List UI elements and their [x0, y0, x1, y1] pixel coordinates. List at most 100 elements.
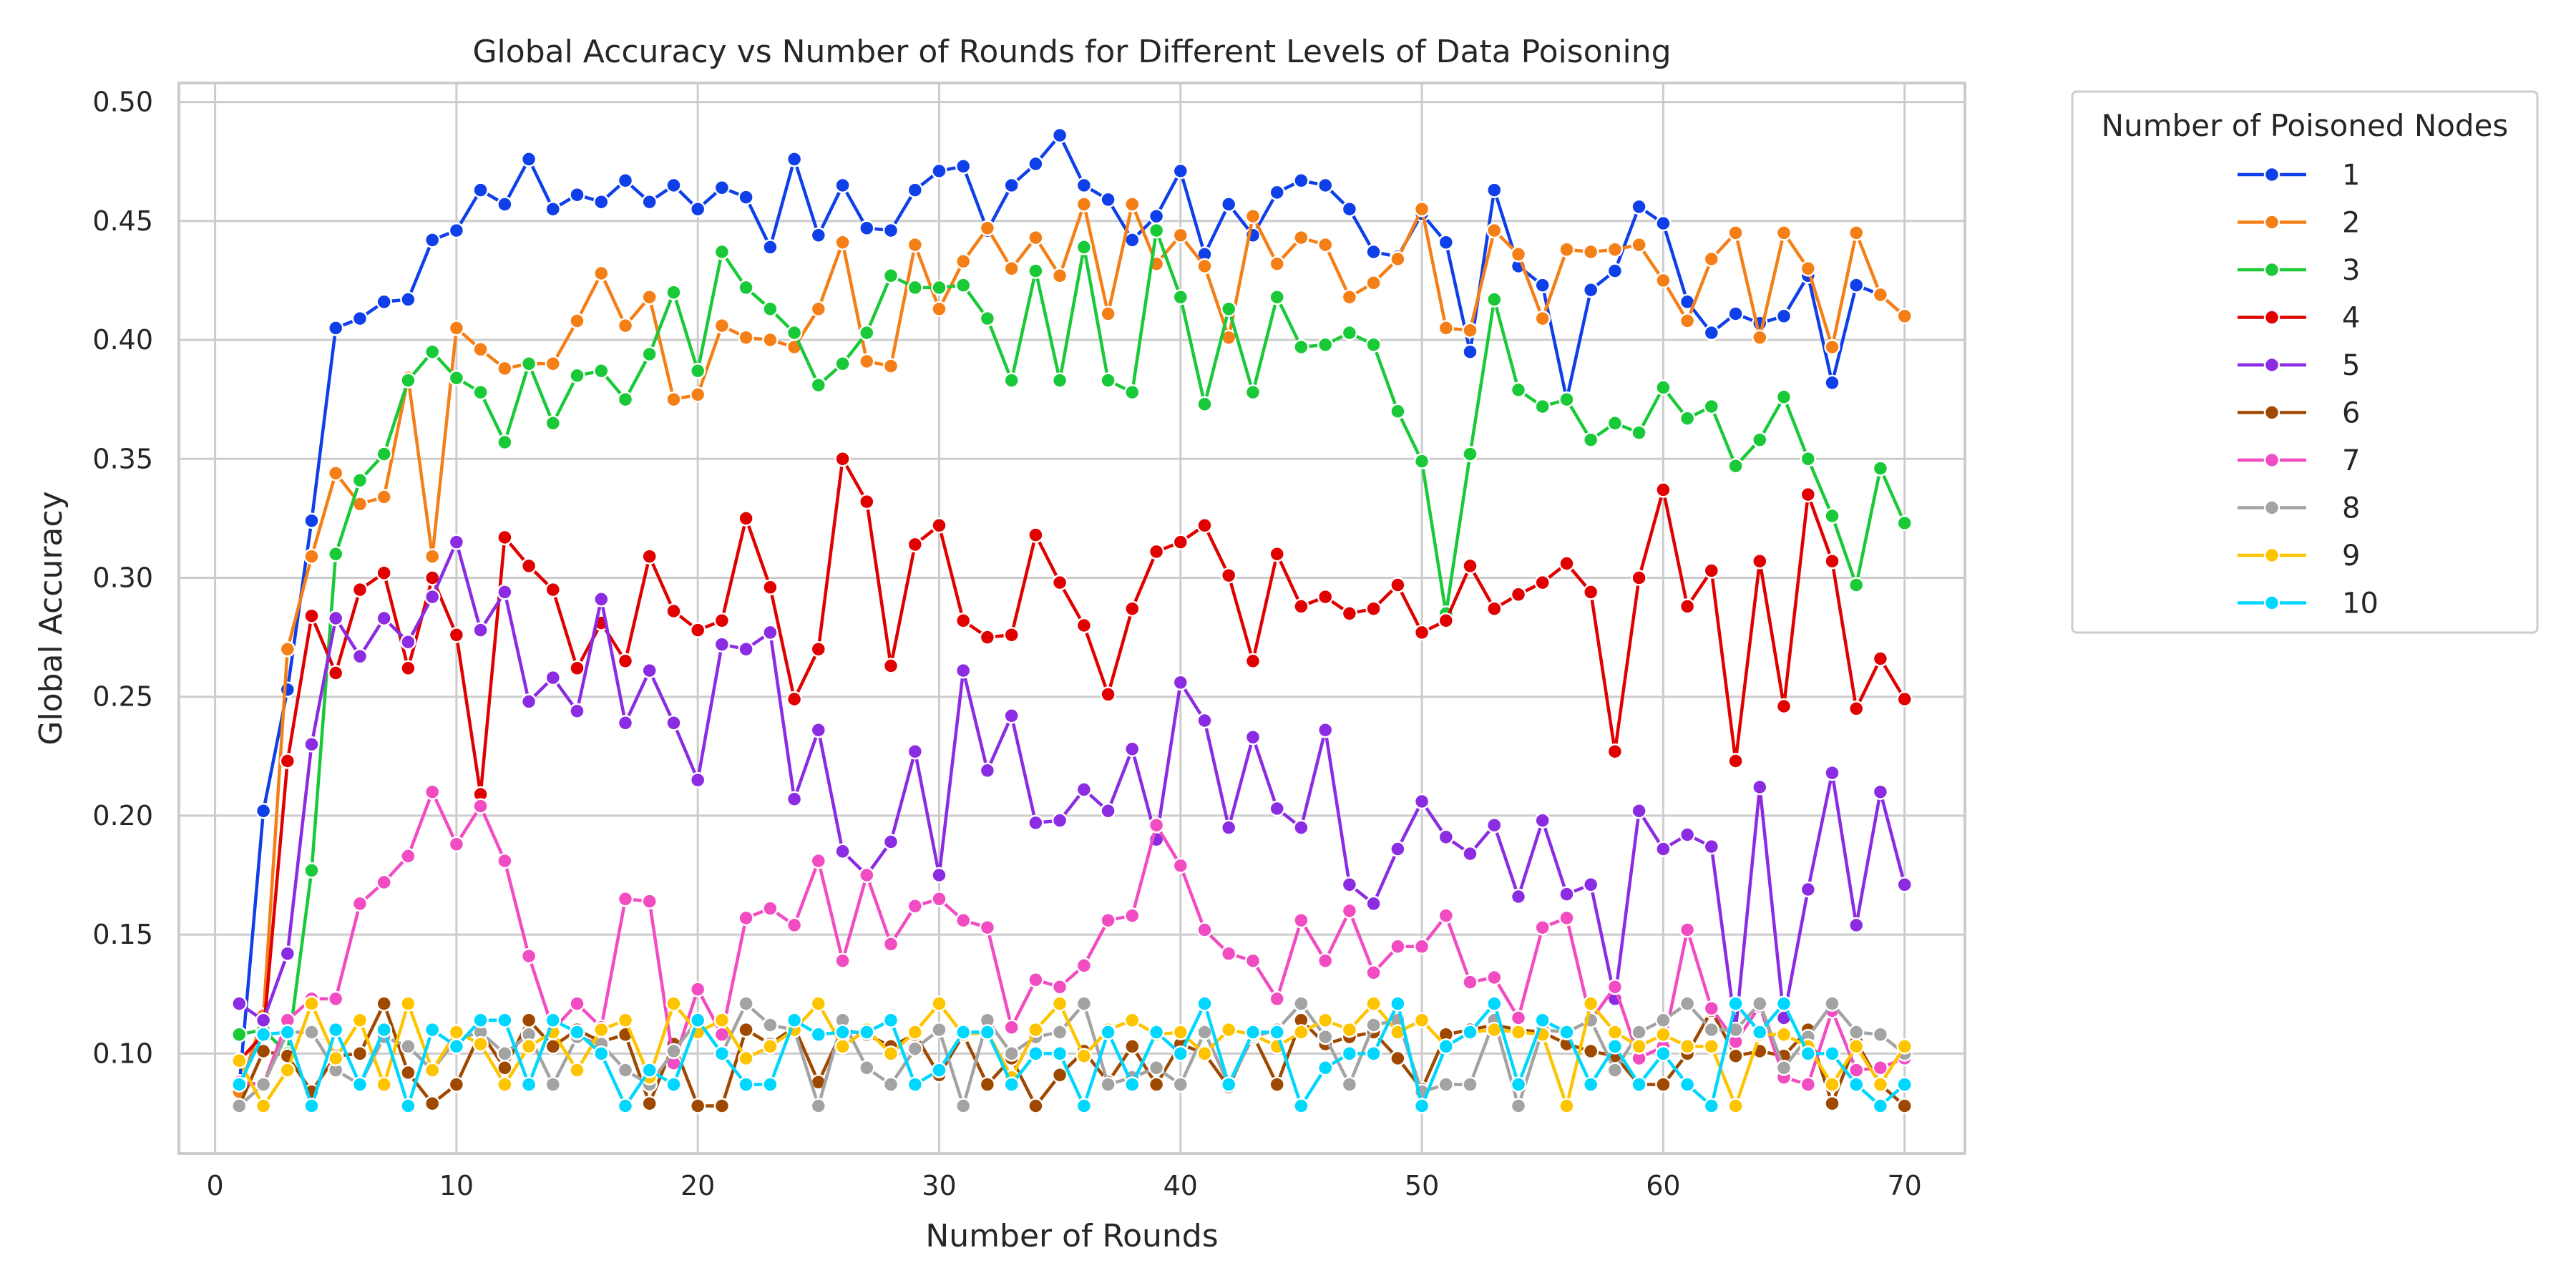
- legend-swatch-marker: [2263, 261, 2280, 278]
- data-point: [1896, 1076, 1913, 1093]
- data-point: [351, 472, 369, 489]
- data-point: [1510, 888, 1527, 905]
- x-tick-label: 30: [922, 1170, 956, 1201]
- data-point: [376, 610, 392, 627]
- data-point: [834, 356, 851, 372]
- data-point: [713, 1098, 731, 1114]
- data-point: [689, 363, 706, 379]
- data-point: [859, 220, 875, 237]
- x-tick-label: 70: [1887, 1170, 1921, 1201]
- data-point: [303, 548, 320, 565]
- data-point: [882, 936, 899, 952]
- data-point: [907, 1076, 924, 1093]
- data-point: [1124, 384, 1141, 401]
- data-point: [472, 341, 489, 358]
- data-point: [1244, 208, 1262, 225]
- data-point: [400, 660, 416, 677]
- data-point: [859, 353, 875, 370]
- data-point: [1196, 258, 1213, 275]
- data-point: [1679, 1038, 1696, 1055]
- data-point: [1269, 545, 1285, 562]
- data-point: [1172, 857, 1189, 874]
- data-point: [617, 653, 634, 670]
- data-point: [1075, 617, 1093, 634]
- data-point: [786, 917, 803, 934]
- data-point: [1244, 952, 1262, 969]
- data-point: [1800, 260, 1817, 277]
- data-point: [1220, 196, 1237, 213]
- data-point: [1075, 957, 1093, 974]
- legend-box: [2071, 90, 2539, 634]
- data-point: [1824, 507, 1840, 525]
- data-point: [1486, 182, 1503, 198]
- data-point: [424, 343, 441, 360]
- data-point: [593, 1021, 610, 1038]
- data-point: [327, 320, 344, 336]
- data-point: [1341, 877, 1358, 893]
- data-point: [1655, 1026, 1672, 1043]
- data-point: [1582, 1043, 1599, 1060]
- data-point: [665, 284, 682, 301]
- data-point: [497, 360, 513, 377]
- series-line: [239, 790, 1906, 1086]
- data-point: [569, 660, 585, 677]
- data-point: [1462, 322, 1478, 338]
- data-point: [810, 1026, 827, 1043]
- x-tick-label: 0: [207, 1170, 224, 1201]
- data-point: [303, 608, 320, 624]
- data-point: [979, 1076, 996, 1093]
- data-point: [1293, 995, 1309, 1012]
- data-point: [1100, 803, 1116, 819]
- legend-swatch-marker: [2263, 547, 2280, 564]
- data-point: [1896, 1038, 1913, 1055]
- data-point: [1390, 577, 1406, 593]
- data-point: [786, 791, 803, 807]
- data-point: [907, 743, 924, 760]
- data-point: [641, 548, 658, 565]
- data-point: [1824, 764, 1840, 781]
- data-point: [955, 662, 972, 679]
- data-point: [713, 180, 731, 196]
- data-point: [1800, 881, 1817, 898]
- data-point: [520, 1012, 537, 1029]
- data-point: [1317, 336, 1334, 353]
- data-point: [1703, 324, 1720, 341]
- data-point: [1534, 398, 1551, 415]
- data-point: [1462, 1024, 1478, 1040]
- data-point: [882, 1076, 899, 1093]
- data-point: [1124, 1038, 1141, 1055]
- data-point: [1365, 336, 1382, 353]
- data-point: [303, 736, 320, 753]
- data-point: [1390, 841, 1406, 857]
- data-point: [520, 1076, 537, 1093]
- data-point: [1775, 225, 1792, 241]
- series-2: [231, 196, 1913, 1100]
- data-point: [738, 909, 754, 927]
- data-point: [1293, 338, 1309, 356]
- data-point: [1631, 803, 1647, 819]
- data-point: [1558, 886, 1575, 902]
- data-point: [1655, 1045, 1672, 1062]
- data-point: [1172, 162, 1189, 180]
- data-point: [1703, 398, 1720, 415]
- data-point: [327, 1050, 344, 1067]
- data-point: [1196, 1024, 1213, 1040]
- y-tick-label: 0.45: [92, 205, 153, 237]
- data-point: [931, 1021, 947, 1038]
- data-point: [1486, 969, 1503, 986]
- data-point: [1534, 310, 1551, 327]
- data-point: [1028, 1021, 1044, 1038]
- data-point: [303, 995, 320, 1012]
- data-point: [834, 952, 851, 969]
- data-point: [424, 588, 441, 605]
- data-point: [1075, 196, 1093, 213]
- data-point: [1872, 784, 1889, 800]
- data-point: [1824, 1076, 1840, 1093]
- data-point: [1075, 1048, 1093, 1064]
- data-point: [545, 581, 562, 598]
- legend-label: 3: [2342, 254, 2360, 287]
- data-point: [1655, 841, 1672, 857]
- data-point: [1703, 250, 1720, 268]
- data-point: [1896, 877, 1913, 893]
- data-point: [786, 1012, 803, 1029]
